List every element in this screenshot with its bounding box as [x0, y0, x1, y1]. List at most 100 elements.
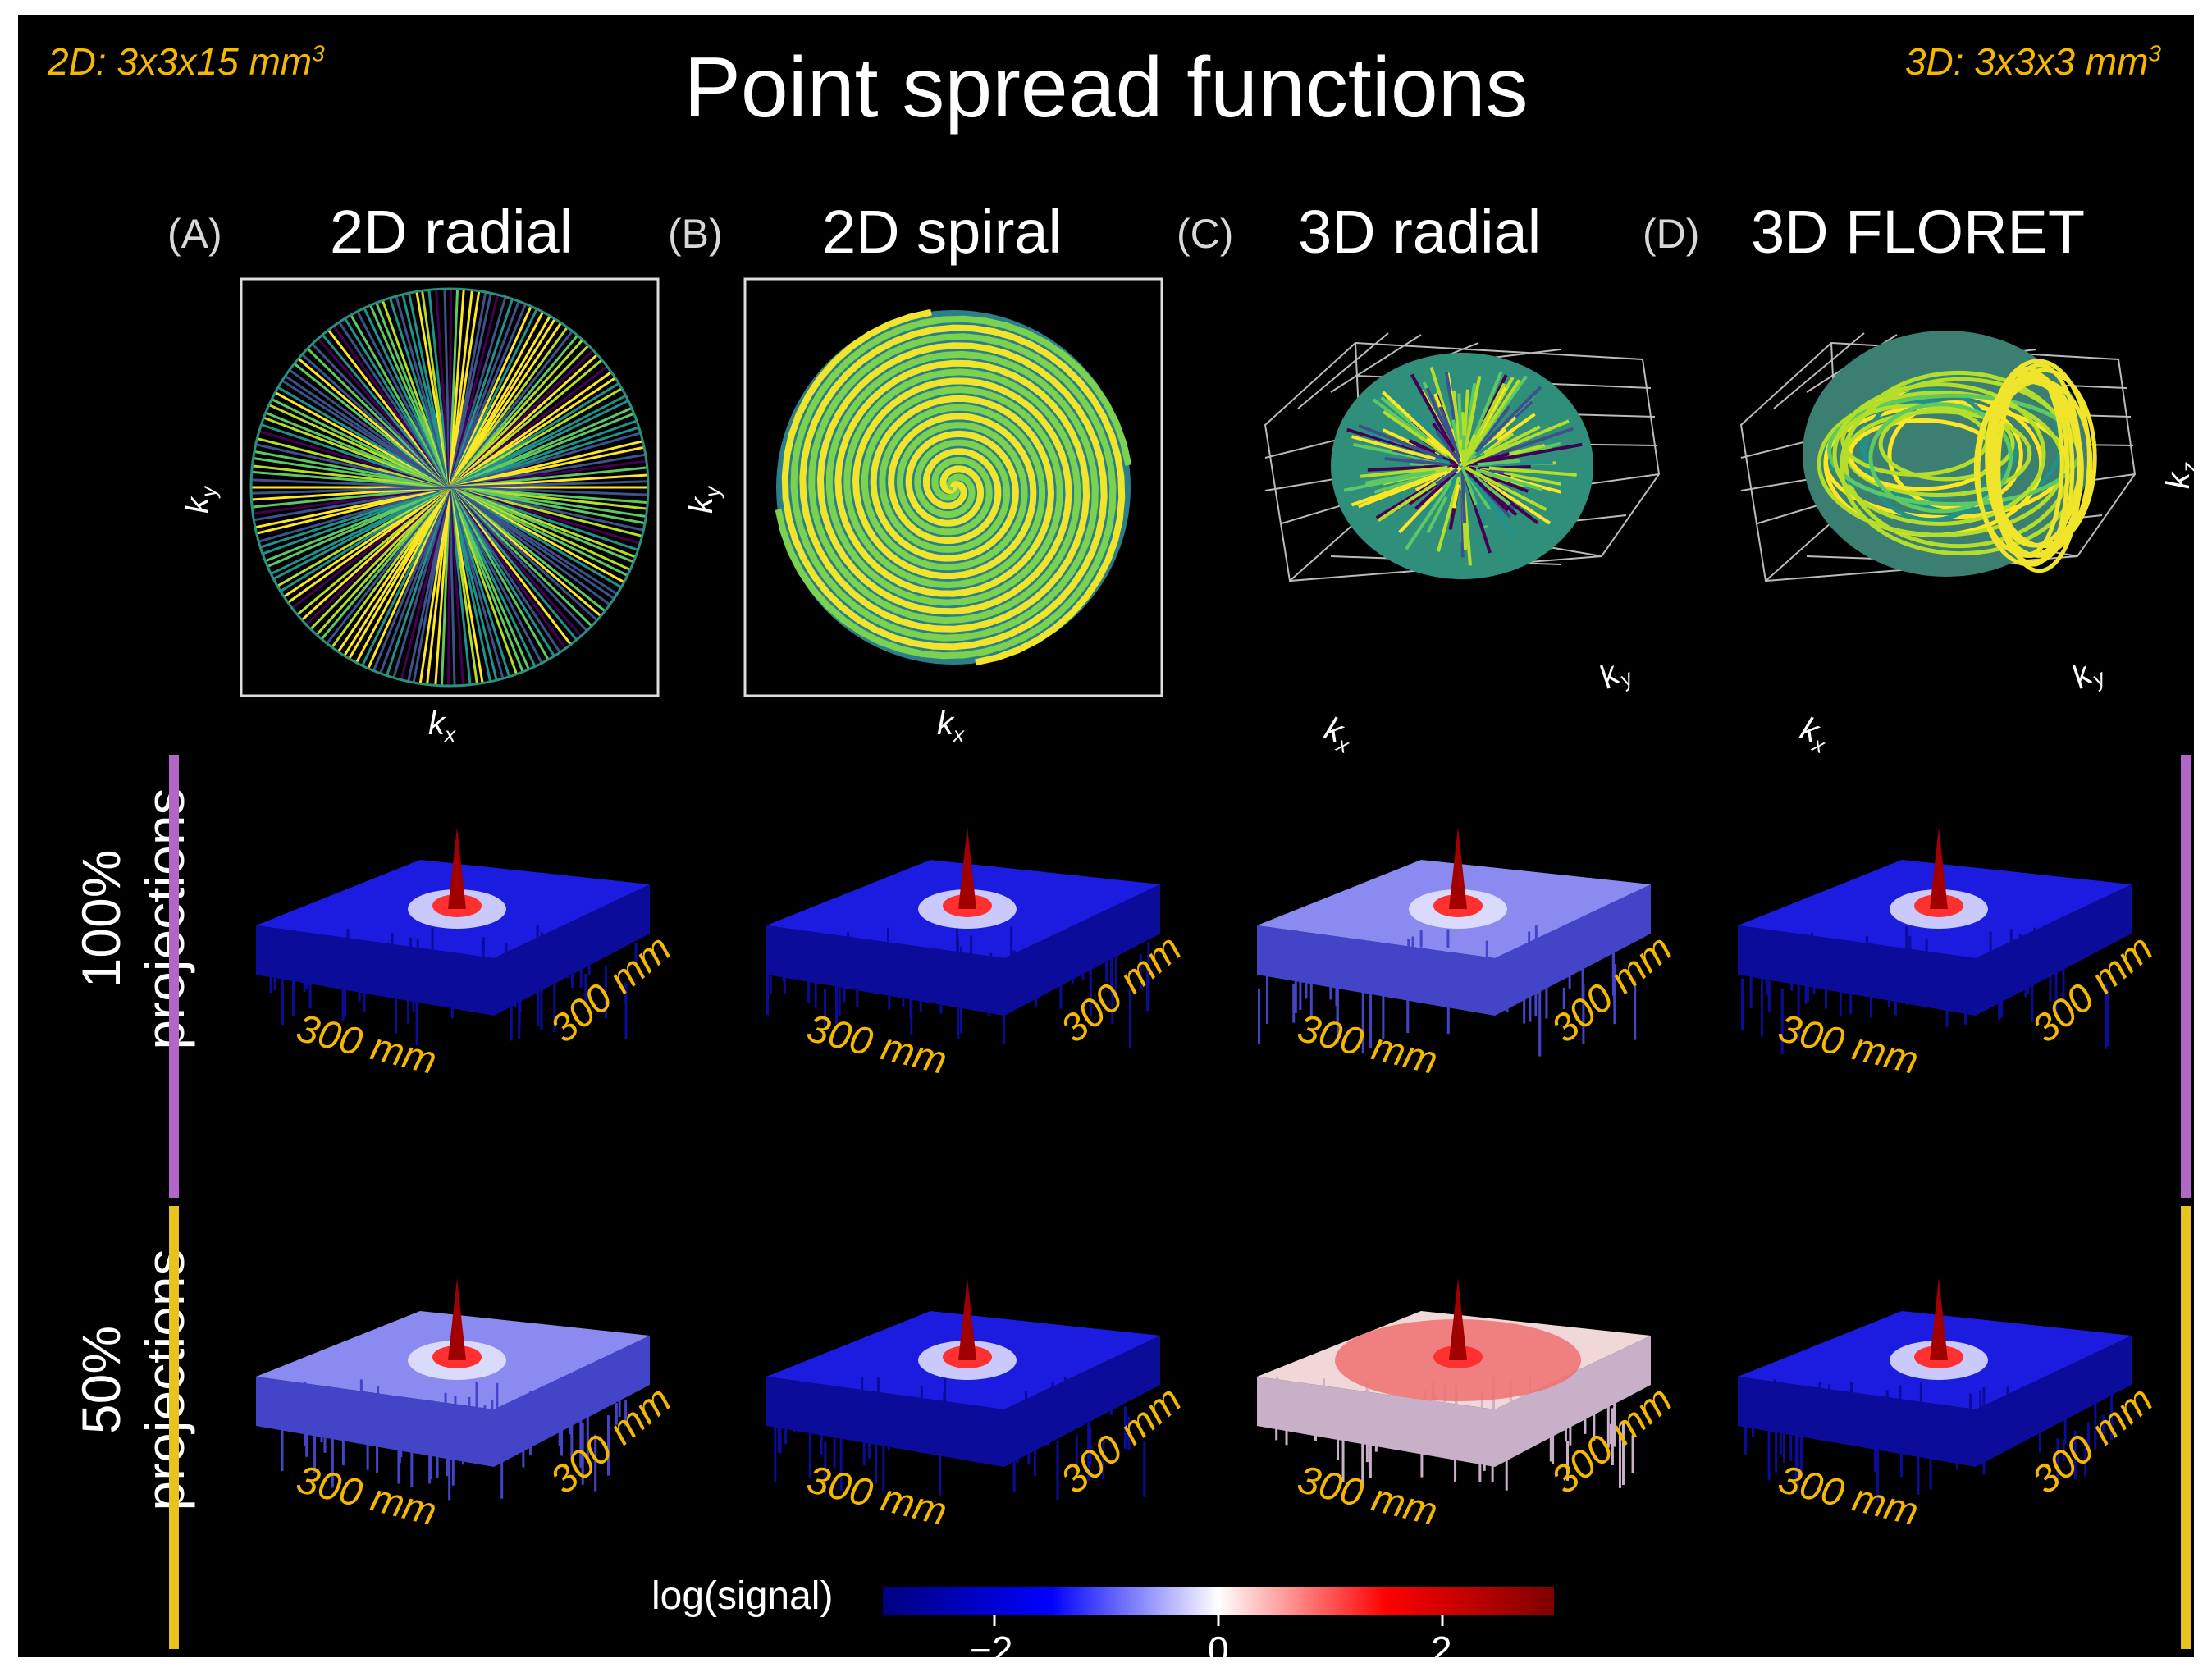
panel-d-letter: (D) [1643, 211, 1700, 257]
psf-surface [766, 827, 1160, 1048]
trajectory-2d-spiral [743, 277, 1163, 697]
radial3d-spoke [1483, 425, 1541, 456]
radial3d-spoke [1435, 468, 1459, 486]
row-bar-100-left [169, 755, 179, 1198]
radial3d-spoke [1410, 373, 1456, 452]
psf-side-face [1976, 884, 2132, 1016]
radial3d-spoke [1382, 410, 1449, 458]
spiral-arm [799, 324, 1126, 666]
trajectory-3d-floret [1739, 331, 2137, 582]
psf-side-face [1495, 1336, 1651, 1467]
radial3d-spoke [1480, 472, 1529, 493]
psf-surface [256, 1278, 650, 1501]
radial3d-spoke [1466, 382, 1506, 455]
spiral-arm [775, 333, 1117, 660]
spiral-arm [781, 308, 1108, 651]
radial3d-spoke [1451, 390, 1463, 452]
psf-side-face [1738, 1377, 1976, 1467]
radial3d-spoke [1451, 419, 1461, 451]
panel-b-letter: (B) [668, 211, 723, 257]
panel-d-kx-label: kx [1795, 710, 1828, 759]
psf-surface [766, 1278, 1160, 1501]
radial3d-spoke [1444, 473, 1460, 498]
radial3d-spoke [1367, 465, 1434, 472]
psf-surface [1257, 827, 1651, 1057]
colorbar-label: log(signal) [651, 1574, 834, 1618]
psf-surface [1257, 1278, 1651, 1491]
radial3d-spoke [1405, 480, 1453, 550]
radial3d-spoke [1436, 477, 1461, 552]
floret-loop [1878, 406, 2015, 482]
radial3d-spoke [1488, 427, 1574, 459]
psf-peak [1449, 1278, 1467, 1360]
psf-peak [958, 1278, 976, 1360]
psf-surface [256, 827, 650, 1046]
radial3d-spoke [1466, 473, 1515, 537]
radial3d-spoke [1464, 466, 1547, 511]
radial3d-spoke [1384, 456, 1450, 467]
radial3d-spoke [1457, 393, 1463, 440]
floret-loop [1887, 400, 2023, 510]
radial3d-spoke [1461, 375, 1482, 462]
psf-side-face [1257, 925, 1495, 1016]
figure: Point spread functions 2D: 3x3x15 mm3 3D… [18, 15, 2194, 1657]
psf-side-face [1976, 1336, 2132, 1467]
radial3d-spoke [1411, 409, 1456, 458]
radial3d-spoke [1408, 439, 1436, 455]
psf-side-face [1495, 884, 1651, 1016]
radial-boundary [249, 287, 650, 688]
row-bar-50-left [169, 1206, 179, 1649]
psf-peak [1449, 827, 1467, 909]
panel-b-kx-label: kx [937, 706, 964, 747]
resolution-3d-label: 3D: 3x3x3 mm3 [1904, 40, 2161, 83]
radial3d-spoke [1460, 466, 1478, 505]
psf-side-face [256, 1377, 494, 1467]
radial3d-spoke [1474, 386, 1542, 454]
psf-side-face [1004, 1336, 1160, 1467]
radial3d-spoke [1469, 469, 1552, 525]
psf-surface [1738, 827, 2132, 1054]
radial3d-spoke [1460, 379, 1521, 467]
panel-b-name: 2D spiral [822, 198, 1062, 266]
radial-spoke [251, 480, 648, 495]
radial3d-spoke [1475, 468, 1542, 491]
psf-surface [1738, 1278, 2132, 1501]
radial3d-spoke [1438, 406, 1461, 459]
radial3d-spoke [1414, 471, 1456, 510]
panel-a-name: 2D radial [330, 198, 574, 266]
panel-b-ky-label: ky [683, 487, 724, 514]
radial3d-spoke [1451, 484, 1460, 509]
radial3d-spoke [1358, 423, 1444, 460]
radial3d-spoke [1360, 465, 1448, 478]
resolution-2d-label: 2D: 3x3x15 mm3 [48, 40, 325, 83]
radial3d-spoke [1461, 419, 1570, 468]
colorbar [883, 1587, 1554, 1615]
psf-peak [1930, 1278, 1948, 1360]
radial3d-spoke [1483, 432, 1515, 454]
figure-title: Point spread functions [683, 40, 1529, 135]
radial3d-spoke [1474, 437, 1499, 457]
radial3d-spoke [1398, 486, 1443, 534]
colorbar-ticks [993, 1615, 1444, 1626]
psf-side-face [494, 884, 650, 1016]
row-bar-100-right [2181, 755, 2191, 1198]
colorbar-tick-neg2: −2 [970, 1629, 1013, 1657]
psf-peak [958, 827, 976, 909]
psf-peak [1930, 827, 1948, 909]
panel-c-name: 3D radial [1298, 198, 1542, 266]
trajectory-2d-radial [240, 277, 660, 697]
floret-loop [1868, 402, 2013, 514]
panel-a-ky-label: ky [180, 487, 221, 514]
panel-a-kx-label: kx [428, 706, 455, 747]
panel-c-letter: (C) [1177, 211, 1234, 257]
floret-loop [1990, 371, 2075, 565]
psf-side-face [256, 925, 494, 1016]
radial3d-spoke [1488, 468, 1505, 474]
colorbar-tick-2: 2 [1431, 1629, 1452, 1657]
radial3d-spoke [1435, 443, 1448, 455]
psf-side-face [766, 925, 1004, 1016]
radial3d-spoke [1462, 433, 1477, 463]
radial3d-spoke [1477, 459, 1520, 467]
row-bar-50-right [2181, 1206, 2191, 1649]
radial3d-spoke [1390, 470, 1431, 482]
